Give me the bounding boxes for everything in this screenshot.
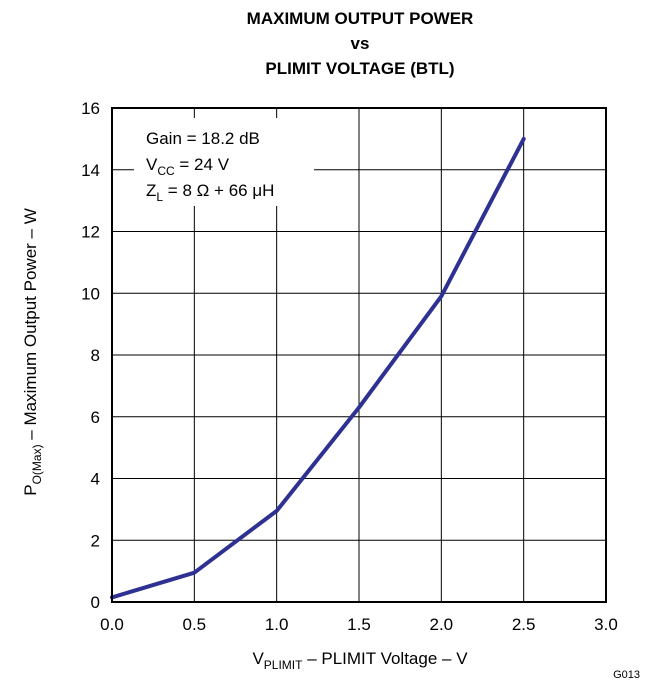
y-tick-label: 10 — [81, 284, 100, 303]
annotation-zl-main: Z — [146, 181, 156, 200]
x-tick-label: 3.0 — [594, 615, 618, 634]
y-tick-label: 6 — [91, 408, 100, 427]
annotation-zl: ZL = 8 Ω + 66 μH — [146, 181, 274, 204]
plot-frame — [111, 107, 607, 603]
y-tick-label: 16 — [81, 99, 100, 118]
annotation-zl-rest: = 8 Ω + 66 μH — [163, 181, 274, 200]
y-tick-label: 0 — [91, 593, 100, 612]
x-axis-label-sub: PLIMIT — [264, 658, 303, 672]
annotation-vcc-sub: CC — [157, 164, 175, 178]
chart-title-line-3: PLIMIT VOLTAGE (BTL) — [265, 59, 455, 78]
x-tick-label: 1.0 — [265, 615, 289, 634]
x-tick-label: 0.0 — [100, 615, 124, 634]
annotation-vcc-rest: = 24 V — [175, 155, 230, 174]
y-axis-label-sub: O(Max) — [30, 444, 44, 484]
annotation-background — [134, 118, 314, 206]
x-tick-labels: 0.0 0.5 1.0 1.5 2.0 2.5 3.0 — [100, 615, 618, 634]
y-axis-label-rest: – Maximum Output Power – W — [21, 208, 40, 444]
y-tick-label: 14 — [81, 161, 100, 180]
x-tick-label: 2.5 — [512, 615, 536, 634]
chart-title-line-2: vs — [350, 34, 370, 53]
y-tick-label: 12 — [81, 223, 100, 242]
chart-title-line-1: MAXIMUM OUTPUT POWER — [246, 9, 474, 28]
x-tick-label: 2.0 — [430, 615, 454, 634]
series-layer — [110, 136, 526, 600]
y-tick-labels: 0 2 4 6 8 10 12 14 16 — [81, 99, 100, 612]
x-tick-label: 0.5 — [183, 615, 207, 634]
y-tick-label: 4 — [91, 470, 100, 489]
figure-id: G013 — [613, 669, 640, 681]
x-axis-label: VPLIMIT – PLIMIT Voltage – V — [252, 649, 468, 672]
y-tick-label: 2 — [91, 531, 100, 550]
y-axis-label: PO(Max) – Maximum Output Power – W — [21, 208, 44, 496]
annotation-gain: Gain = 18.2 dB — [146, 129, 260, 148]
y-axis-label-main: P — [21, 484, 40, 495]
x-tick-label: 1.5 — [347, 615, 371, 634]
annotation-zl-sub: L — [156, 190, 163, 204]
annotation-vcc-main: V — [146, 155, 158, 174]
x-axis-label-rest: – PLIMIT Voltage – V — [302, 649, 468, 668]
annotation-vcc: VCC = 24 V — [146, 155, 230, 178]
y-tick-label: 8 — [91, 346, 100, 365]
series-line-0 — [110, 136, 526, 600]
x-axis-label-main: V — [252, 649, 264, 668]
